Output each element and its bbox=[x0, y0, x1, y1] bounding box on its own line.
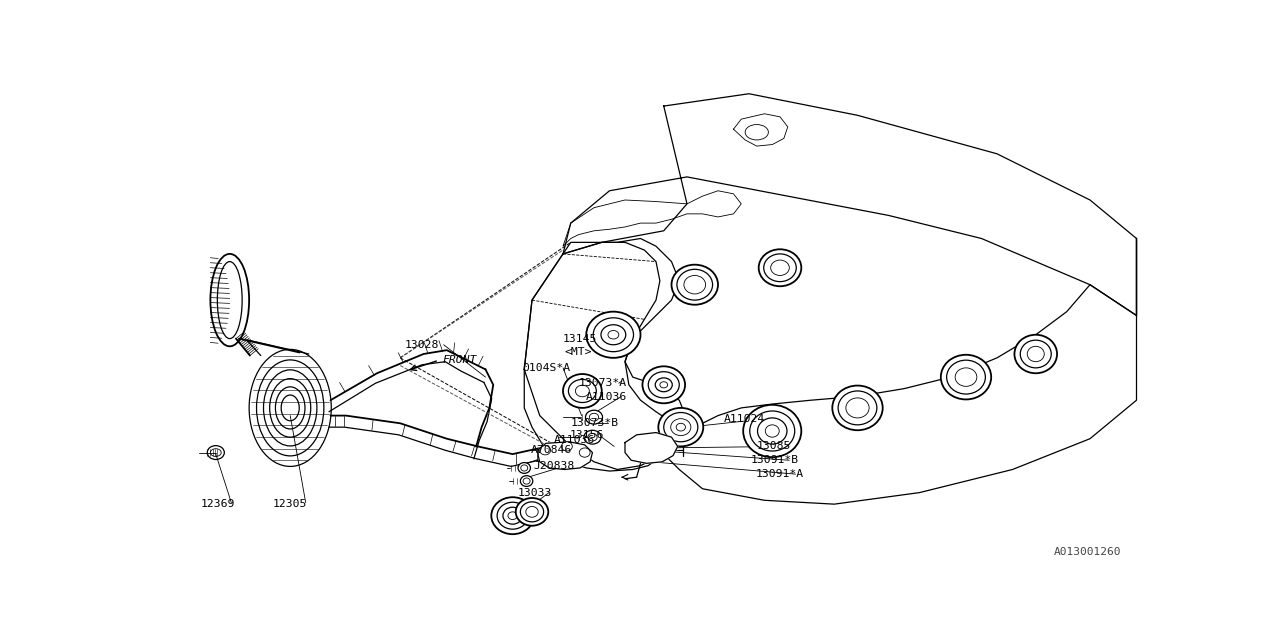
Text: A013001260: A013001260 bbox=[1053, 547, 1121, 557]
Ellipse shape bbox=[684, 275, 705, 294]
Ellipse shape bbox=[576, 385, 589, 397]
Ellipse shape bbox=[759, 249, 801, 286]
Ellipse shape bbox=[846, 398, 869, 418]
Ellipse shape bbox=[497, 502, 529, 529]
Ellipse shape bbox=[568, 380, 596, 403]
Ellipse shape bbox=[521, 465, 527, 471]
Ellipse shape bbox=[832, 385, 883, 430]
Text: 12305: 12305 bbox=[273, 499, 307, 509]
Ellipse shape bbox=[1028, 346, 1044, 362]
Text: A11036: A11036 bbox=[586, 392, 627, 402]
Ellipse shape bbox=[1020, 340, 1051, 368]
Ellipse shape bbox=[660, 381, 668, 388]
Text: 13091*B: 13091*B bbox=[750, 455, 799, 465]
Ellipse shape bbox=[521, 476, 532, 486]
Ellipse shape bbox=[676, 423, 686, 431]
Ellipse shape bbox=[655, 378, 672, 392]
Ellipse shape bbox=[508, 512, 517, 520]
Text: 13073*B: 13073*B bbox=[571, 419, 618, 428]
Text: A70846: A70846 bbox=[530, 445, 572, 455]
Ellipse shape bbox=[602, 324, 626, 345]
Ellipse shape bbox=[643, 366, 685, 403]
Ellipse shape bbox=[585, 410, 603, 424]
Ellipse shape bbox=[526, 506, 538, 517]
Ellipse shape bbox=[750, 411, 795, 451]
Ellipse shape bbox=[492, 497, 534, 534]
Ellipse shape bbox=[744, 405, 801, 457]
Ellipse shape bbox=[672, 265, 718, 305]
Text: <MT>: <MT> bbox=[564, 348, 593, 358]
Ellipse shape bbox=[518, 463, 530, 474]
Ellipse shape bbox=[658, 408, 703, 447]
Ellipse shape bbox=[563, 374, 602, 408]
Polygon shape bbox=[625, 433, 677, 463]
Ellipse shape bbox=[664, 413, 698, 442]
Text: 13028: 13028 bbox=[404, 340, 439, 349]
Text: FRONT: FRONT bbox=[443, 355, 477, 365]
Ellipse shape bbox=[838, 391, 877, 425]
Text: 13145: 13145 bbox=[563, 333, 598, 344]
Ellipse shape bbox=[608, 330, 618, 339]
Ellipse shape bbox=[771, 260, 790, 275]
Ellipse shape bbox=[580, 448, 590, 457]
Text: 0104S*A: 0104S*A bbox=[522, 363, 571, 373]
Ellipse shape bbox=[593, 318, 634, 352]
Ellipse shape bbox=[758, 418, 787, 444]
Ellipse shape bbox=[218, 262, 242, 339]
Ellipse shape bbox=[765, 425, 780, 437]
Ellipse shape bbox=[648, 372, 680, 398]
Ellipse shape bbox=[671, 419, 691, 436]
Ellipse shape bbox=[524, 478, 530, 484]
Ellipse shape bbox=[589, 413, 599, 421]
Ellipse shape bbox=[947, 360, 986, 394]
Text: 13156: 13156 bbox=[570, 430, 604, 440]
Ellipse shape bbox=[503, 508, 522, 524]
Text: 13091*A: 13091*A bbox=[755, 469, 804, 479]
Ellipse shape bbox=[764, 254, 796, 282]
Ellipse shape bbox=[588, 433, 596, 441]
Ellipse shape bbox=[941, 355, 991, 399]
Ellipse shape bbox=[586, 312, 640, 358]
Ellipse shape bbox=[516, 498, 548, 525]
Text: J20838: J20838 bbox=[534, 461, 575, 470]
Text: A11036: A11036 bbox=[554, 435, 595, 445]
Ellipse shape bbox=[521, 502, 544, 522]
Ellipse shape bbox=[1015, 335, 1057, 373]
Text: 12369: 12369 bbox=[200, 499, 234, 509]
Text: 13073*A: 13073*A bbox=[579, 378, 627, 388]
Text: 13085: 13085 bbox=[756, 442, 791, 451]
Text: A11024: A11024 bbox=[724, 415, 765, 424]
Ellipse shape bbox=[584, 430, 602, 444]
Text: 13033: 13033 bbox=[518, 488, 553, 498]
Ellipse shape bbox=[677, 269, 713, 300]
Ellipse shape bbox=[540, 445, 550, 455]
Polygon shape bbox=[538, 442, 593, 470]
Ellipse shape bbox=[562, 442, 572, 451]
Ellipse shape bbox=[955, 368, 977, 387]
